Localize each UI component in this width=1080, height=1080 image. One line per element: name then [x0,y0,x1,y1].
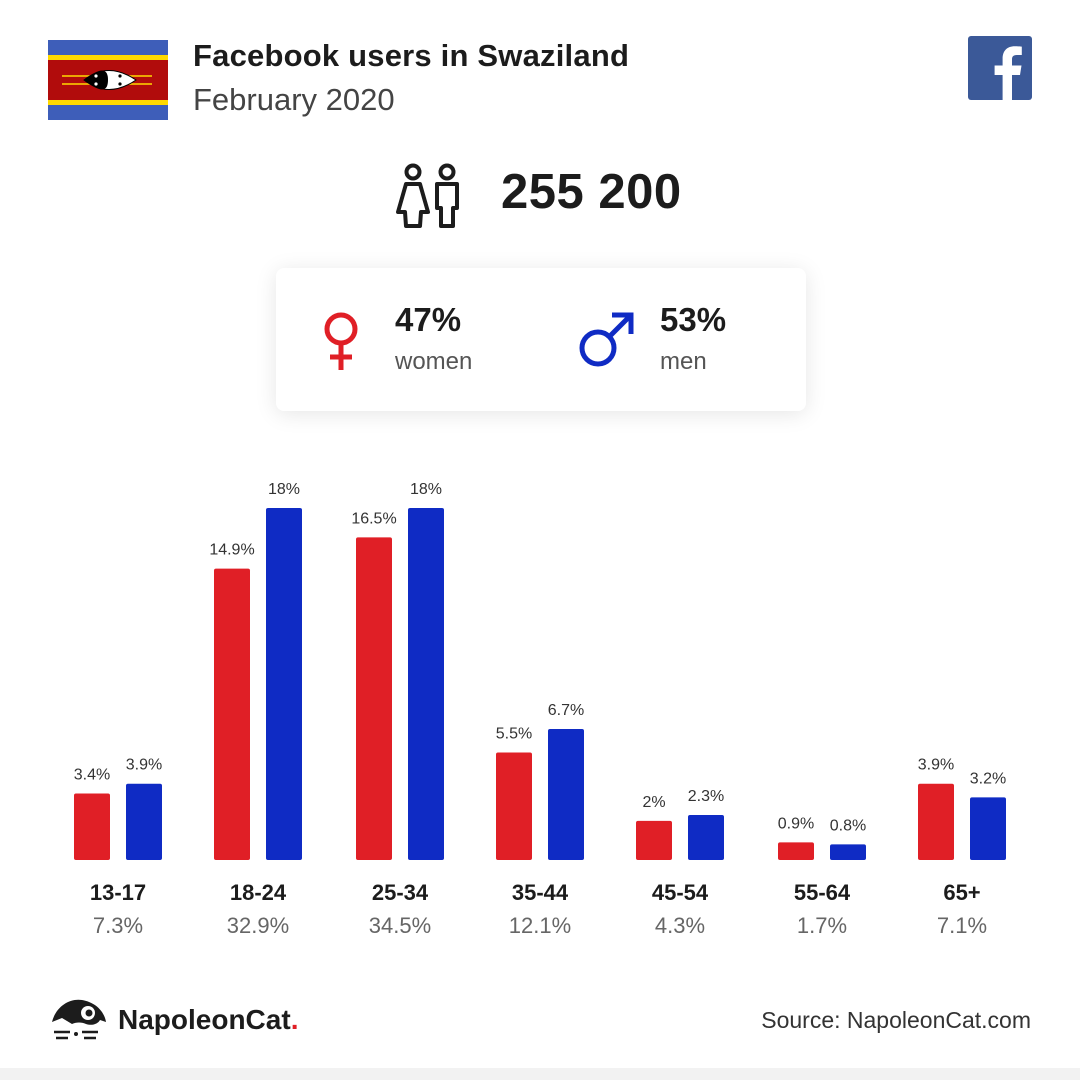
age-group-total: 34.5% [369,913,431,938]
total-users-value: 255 200 [501,165,682,219]
men-percentage: 53% [660,301,727,338]
women-label: women [395,348,473,375]
bar-men-35-44 [548,728,584,860]
age-group-label: 25-34 [372,880,429,905]
age-group-total: 4.3% [655,913,705,938]
source-text: Source: NapoleonCat.com [761,1007,1031,1033]
bar-women-25-34 [356,537,392,860]
bar-value-label: 2.3% [688,788,724,805]
bar-value-label: 6.7% [548,702,584,719]
bar-women-13-17 [74,793,110,860]
bar-women-65+ [918,783,954,860]
napoleoncat-brand: NapoleonCat. [118,1004,298,1036]
page-title: Facebook users in Swaziland [193,38,630,73]
male-icon [579,312,634,367]
bar-value-label: 3.2% [970,770,1006,787]
users-icon [396,163,459,228]
bar-value-label: 16.5% [351,510,396,527]
page-subtitle: February 2020 [193,82,395,117]
bar-value-label: 2% [642,794,665,811]
age-group-label: 65+ [943,880,980,905]
bar-women-45-54 [636,820,672,860]
bar-value-label: 18% [268,481,300,498]
bar-women-55-64 [778,842,814,860]
bar-value-label: 3.9% [126,757,162,774]
bar-value-label: 14.9% [209,542,254,559]
bar-value-label: 3.4% [74,767,110,784]
bar-women-18-24 [214,568,250,860]
bar-value-label: 0.9% [778,815,814,832]
age-group-total: 7.1% [937,913,987,938]
age-group-label: 35-44 [512,880,569,905]
bar-men-65+ [970,797,1006,860]
age-group-label: 45-54 [652,880,709,905]
gender-summary-card [276,268,806,411]
bar-value-label: 3.9% [918,757,954,774]
age-gender-bar-chart: 3.4% 3.9% 13-17 7.3% 14.9% 18% 18-24 32.9% 16.5%… [74,481,1006,938]
men-label: men [660,348,707,375]
bar-men-45-54 [688,815,724,860]
napoleoncat-logo [52,999,106,1040]
bar-men-13-17 [126,783,162,860]
female-icon [324,312,358,370]
napoleoncat-brand-name: NapoleonCat [118,1004,291,1035]
age-group-total: 7.3% [93,913,143,938]
age-group-label: 55-64 [794,880,851,905]
swaziland-flag [48,40,168,120]
bar-men-55-64 [830,844,866,860]
bar-men-18-24 [266,508,302,860]
bar-men-25-34 [408,508,444,860]
age-group-label: 18-24 [230,880,287,905]
age-group-label: 13-17 [90,880,146,905]
bar-value-label: 5.5% [496,725,532,742]
age-group-total: 32.9% [227,913,289,938]
facebook-icon[interactable] [968,36,1032,100]
napoleoncat-brand-dot: . [290,1004,299,1035]
women-percentage: 47% [395,301,462,338]
bar-value-label: 0.8% [830,817,866,834]
age-group-total: 12.1% [509,913,571,938]
age-group-total: 1.7% [797,913,847,938]
bar-women-35-44 [496,752,532,860]
bar-value-label: 18% [410,481,442,498]
bottom-strip [0,1068,1080,1080]
